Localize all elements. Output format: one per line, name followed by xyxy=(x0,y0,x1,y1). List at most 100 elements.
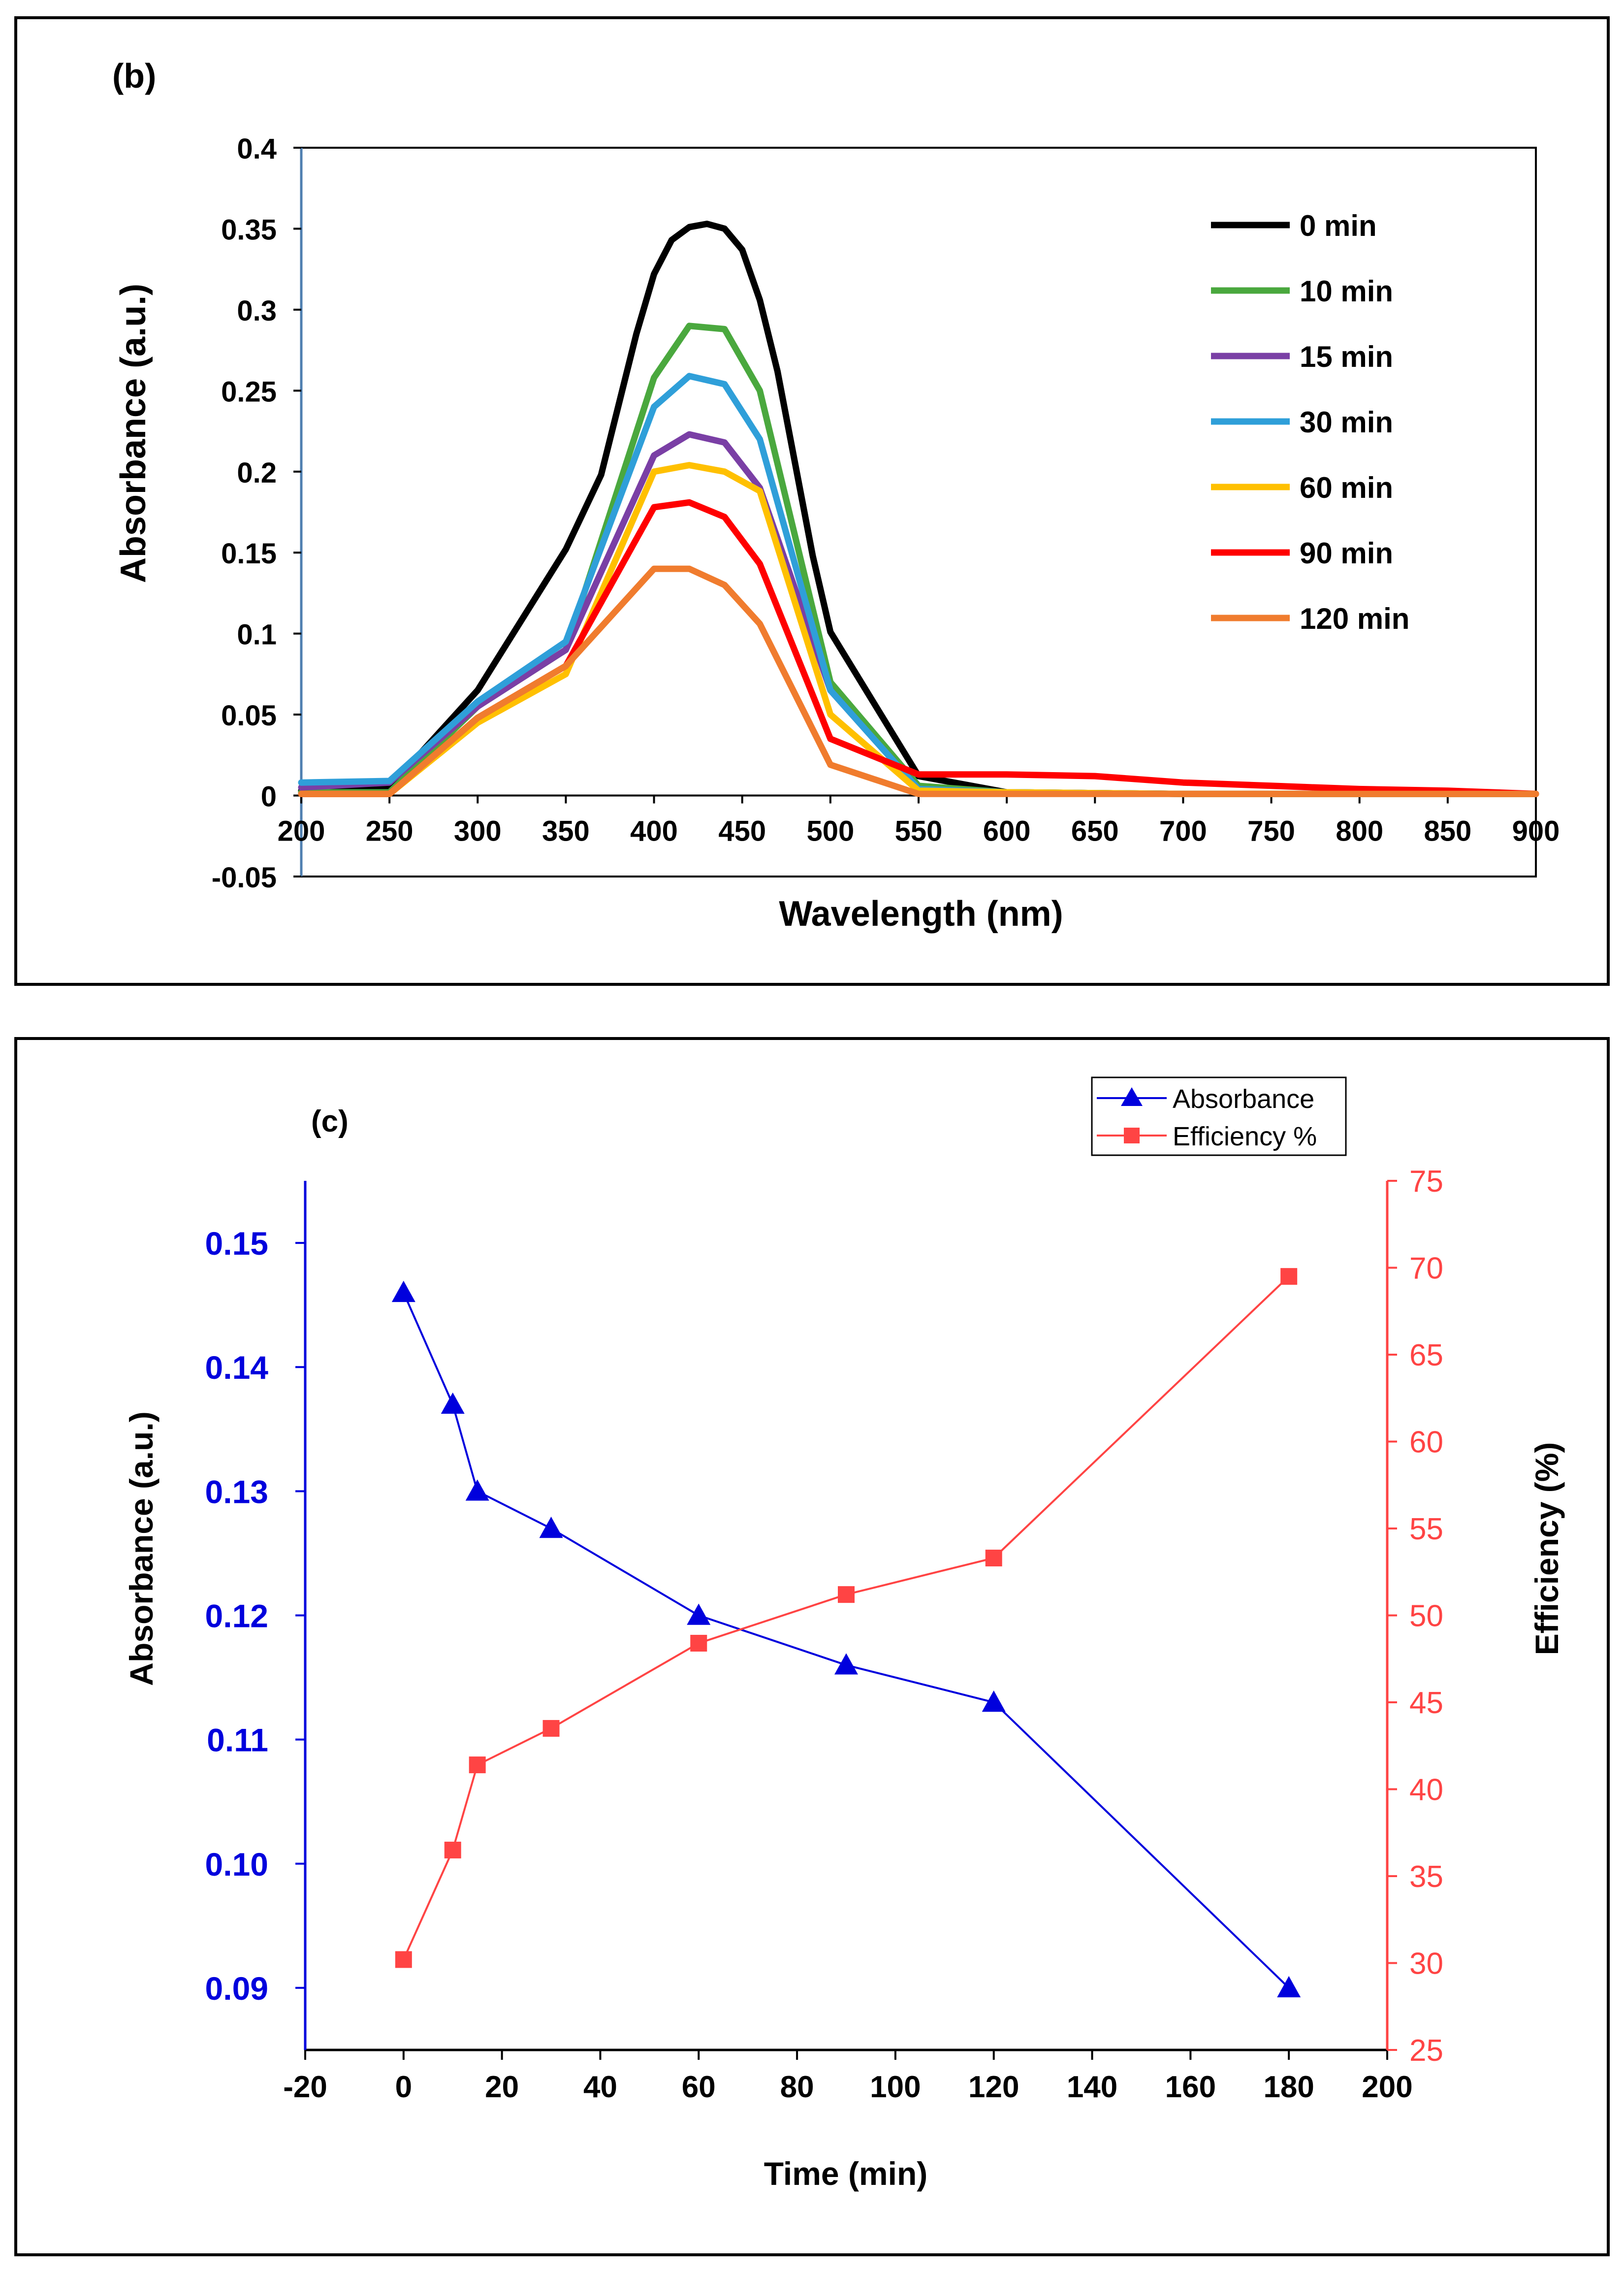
panel-b-x-tick-label: 550 xyxy=(895,815,943,847)
data-point-absorbance xyxy=(1277,1976,1301,1998)
panel-c-right-tick-label: 65 xyxy=(1409,1338,1443,1372)
panel-c-right-tick-label: 50 xyxy=(1409,1599,1443,1633)
panel-c-left-tick-label: 0.12 xyxy=(205,1598,268,1634)
panel-c-right-axis-label: Efficiency (%) xyxy=(1528,1442,1565,1656)
panel-b-y-tick-label: 0.1 xyxy=(237,619,277,651)
panel-b-x-tick-label: 800 xyxy=(1336,815,1383,847)
panel-c-x-tick-label: 80 xyxy=(780,2070,814,2104)
panel-b-x-tick-label: 500 xyxy=(806,815,854,847)
panel-c-right-tick-label: 30 xyxy=(1409,1947,1443,1981)
panel-c-right-tick-label: 75 xyxy=(1409,1165,1443,1199)
panel-b-series xyxy=(298,221,1539,797)
data-point-efficiency xyxy=(469,1756,486,1774)
legend-label-15-min: 15 min xyxy=(1300,340,1393,373)
panel-b-y-tick-label: 0.05 xyxy=(221,700,277,732)
panel-b-x-tick-label: 400 xyxy=(630,815,678,847)
panel-b-label: (b) xyxy=(112,57,156,95)
panel-b-x-tick-label: 200 xyxy=(278,815,325,847)
data-point-efficiency xyxy=(690,1634,707,1652)
panel-c-x-tick-label: 140 xyxy=(1067,2070,1117,2104)
panel-b-x-tick-label: 700 xyxy=(1159,815,1207,847)
panel-c-x-tick-label: 200 xyxy=(1362,2070,1412,2104)
legend-label-10-min: 10 min xyxy=(1300,275,1393,308)
panel-b-x-tick-label: 650 xyxy=(1071,815,1119,847)
panel-c-left-tick-label: 0.13 xyxy=(205,1473,268,1510)
panel-c-right-tick-label: 25 xyxy=(1409,2034,1443,2068)
data-point-absorbance xyxy=(687,1603,711,1625)
legend-marker-absorbance xyxy=(1121,1087,1143,1106)
legend-marker-efficiency xyxy=(1124,1128,1140,1143)
panel-c-series xyxy=(391,1268,1301,1998)
panel-b-plot-area xyxy=(300,147,1537,877)
panel-b-y-tick-label: 0.4 xyxy=(237,133,277,165)
data-point-absorbance xyxy=(465,1479,489,1501)
panel-b-x-axis-label: Wavelength (nm) xyxy=(779,894,1063,934)
data-point-absorbance xyxy=(441,1392,465,1414)
panel-b-y-tick-label: 0.3 xyxy=(237,295,277,327)
series-line-0-min xyxy=(298,221,1539,797)
panel-b-x-tick-label: 600 xyxy=(983,815,1031,847)
panel-b-y-tick-label: 0.35 xyxy=(221,214,277,246)
panel-b-x-tick-label: 750 xyxy=(1247,815,1295,847)
panel-c-right-tick-label: 70 xyxy=(1409,1252,1443,1286)
data-point-efficiency xyxy=(985,1550,1002,1567)
series-line-120-min xyxy=(298,565,1539,797)
legend-label-90-min: 90 min xyxy=(1300,537,1393,570)
panel-c-right-tick-label: 60 xyxy=(1409,1426,1443,1460)
panel-b-x-tick-label: 300 xyxy=(454,815,502,847)
panel-b-y-tick-label: 0.25 xyxy=(221,376,277,408)
panel-c-x-tick-label: 160 xyxy=(1165,2070,1216,2104)
panel-c-x-tick-label: 60 xyxy=(682,2070,716,2104)
data-point-absorbance xyxy=(834,1653,858,1675)
panel-c-right-tick-label: 55 xyxy=(1409,1512,1443,1546)
panel-c-left-tick-label: 0.14 xyxy=(205,1349,269,1386)
panel-c-left-tick-label: 0.11 xyxy=(207,1722,268,1758)
data-point-efficiency xyxy=(838,1586,855,1603)
panel-b-legend: 0 min 10 min 15 min 30 min 60 min 90 min 120 m… xyxy=(1211,209,1409,635)
data-point-absorbance xyxy=(391,1280,415,1302)
panel-c-x-axis-label: Time (min) xyxy=(764,2155,927,2192)
panel-c-x-tick-label: 0 xyxy=(395,2070,412,2104)
panel-c-right-tick-label: 35 xyxy=(1409,1860,1443,1894)
panel-c-left-tick-label: 0.09 xyxy=(205,1970,268,2007)
panel-c-x-tick-label: 100 xyxy=(870,2070,921,2104)
panel-b-y-tick-label: -0.05 xyxy=(212,862,277,894)
panel-b-x-tick-label: 250 xyxy=(366,815,414,847)
panel-b: (b) -0.05 0 0.05 0.1 0.15 0.2 0.25 0.3 0.35 0.4 20… xyxy=(14,16,1610,986)
panel-b-x-tick-label: 900 xyxy=(1512,815,1560,847)
panel-b-x-tick-label: 350 xyxy=(542,815,590,847)
panel-c-right-tick-label: 40 xyxy=(1409,1773,1443,1807)
panel-b-y-tick-label: 0.15 xyxy=(221,538,277,570)
panel-b-axes: -0.05 0 0.05 0.1 0.15 0.2 0.25 0.3 0.35 0.4 200 250… xyxy=(212,133,1560,894)
panel-c-right-tick-label: 45 xyxy=(1409,1686,1443,1720)
series-line-absorbance xyxy=(402,1292,1290,1989)
data-point-absorbance xyxy=(539,1517,563,1538)
data-point-efficiency xyxy=(542,1720,560,1737)
legend-label-efficiency: Efficiency % xyxy=(1173,1122,1317,1151)
panel-c-left-axis-label: Absorbance (a.u.) xyxy=(123,1411,159,1686)
legend-label-120-min: 120 min xyxy=(1300,602,1409,635)
panel-c-left-tick-label: 0.15 xyxy=(205,1225,268,1262)
data-point-efficiency xyxy=(444,1842,461,1859)
legend-label-30-min: 30 min xyxy=(1300,406,1393,439)
panel-c-x-tick-label: 20 xyxy=(485,2070,519,2104)
panel-b-frame xyxy=(14,16,1610,986)
panel-b-y-tick-label: 0 xyxy=(261,781,277,813)
legend-label-absorbance: Absorbance xyxy=(1173,1084,1314,1114)
panel-c-frame xyxy=(14,1037,1610,2256)
panel-b-x-tick-label: 450 xyxy=(718,815,766,847)
panel-c-axes: -20 0 20 40 60 80 100 120 140 160 180 200 0.09 0.10 0.… xyxy=(205,1165,1443,2104)
legend-label-60-min: 60 min xyxy=(1300,471,1393,504)
panel-c-label: (c) xyxy=(311,1105,349,1138)
panel-c-x-tick-label: -20 xyxy=(283,2070,327,2104)
panel-c: (c) -20 0 20 40 60 80 100 120 140 160 180 200 0.09 0.… xyxy=(14,1037,1610,2256)
data-point-absorbance xyxy=(982,1690,1006,1712)
panel-b-x-tick-label: 850 xyxy=(1424,815,1471,847)
panel-c-left-tick-label: 0.10 xyxy=(205,1846,268,1883)
data-point-efficiency xyxy=(395,1951,412,1968)
panel-b-y-tick-label: 0.2 xyxy=(237,457,277,489)
panel-c-x-tick-label: 40 xyxy=(583,2070,617,2104)
data-point-efficiency xyxy=(1280,1268,1298,1285)
